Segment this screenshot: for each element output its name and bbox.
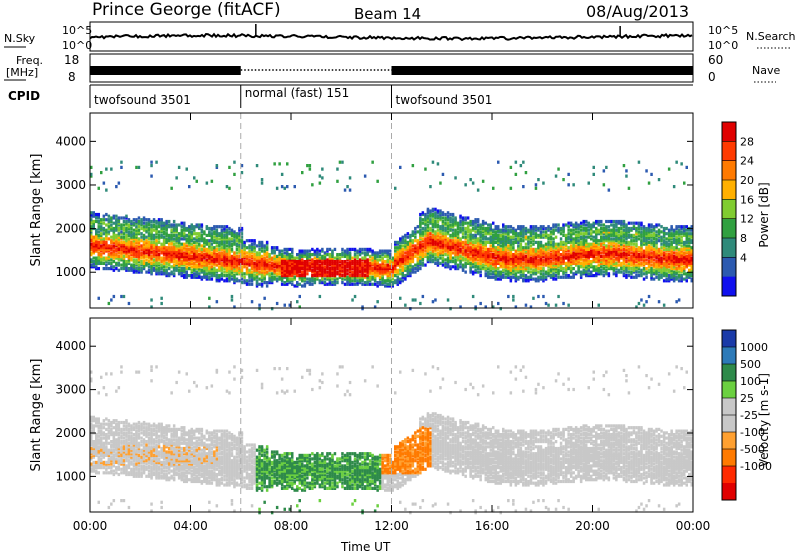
colorbar-tick-label: 8	[740, 232, 747, 245]
colorbar-tick-label: 20	[740, 174, 754, 187]
colorbar-swatch	[722, 466, 736, 484]
colorbar-tick-label: -500	[740, 443, 765, 456]
colorbar-swatch	[722, 218, 736, 239]
colorbar-tick-label: 1000	[740, 341, 768, 354]
power-panel: 1000 2000 3000 4000 Slant Range [km] 28 24 20…	[29, 112, 771, 311]
colorbar-swatch	[722, 449, 736, 467]
power-colorbar-label: Power [dB]	[757, 182, 771, 247]
colorbar-swatch	[722, 257, 736, 278]
power-data-cells	[90, 160, 693, 311]
cpid-panel: CPID twofsound 3501 normal (fast) 151 tw…	[8, 84, 693, 108]
y-tick-label: 4000	[55, 339, 86, 353]
nave-label: Nave	[752, 64, 780, 77]
colorbar-swatch	[722, 364, 736, 382]
noise-panel: N.Sky 10^5 10^0 10^5 10^0 N.Search	[4, 21, 796, 52]
colorbar-tick-label: 16	[740, 193, 754, 206]
station-title: Prince George (fitACF)	[92, 0, 281, 20]
colorbar-swatch	[722, 122, 736, 142]
x-tick-label: 04:00	[173, 519, 208, 533]
colorbar-swatch	[722, 347, 736, 365]
noise-right-label: N.Search	[746, 30, 796, 43]
cpid-segment-label: twofsound 3501	[94, 93, 191, 107]
colorbar-tick-label: -1000	[740, 460, 772, 473]
colorbar-swatch	[722, 330, 736, 348]
x-tick-label: 00:00	[676, 519, 711, 533]
velocity-colorbar: 1000 500 100 25 -25 -100 -500 -1000	[721, 329, 772, 501]
colorbar-swatch	[722, 141, 736, 162]
power-ylabel: Slant Range [km]	[29, 154, 44, 267]
noise-sky-trace	[89, 32, 693, 42]
beam-label: Beam 14	[354, 5, 421, 23]
nave-tick-top: 60	[708, 53, 723, 67]
colorbar-swatch	[722, 415, 736, 433]
freq-left-label-2: [MHz]	[6, 66, 38, 79]
colorbar-swatch	[722, 398, 736, 416]
y-tick-label: 3000	[55, 178, 86, 192]
y-tick-label: 2000	[55, 222, 86, 236]
power-colorbar: 28 24 20 16 12 8 4	[721, 121, 754, 297]
colorbar-swatch	[722, 238, 736, 258]
y-tick-label: 1000	[55, 265, 86, 279]
colorbar-tick-label: 500	[740, 358, 761, 371]
colorbar-swatch	[722, 381, 736, 399]
freq-panel: Freq. [MHz] 18 8 60 0 Nave	[4, 53, 780, 84]
cpid-segment-label: twofsound 3501	[396, 93, 493, 107]
colorbar-swatch	[722, 483, 736, 501]
velocity-data-cells	[90, 365, 693, 515]
noise-left-tick-bottom: 10^0	[62, 39, 92, 52]
freq-bar-twofsound-1	[90, 66, 241, 75]
y-tick-label: 3000	[55, 383, 86, 397]
colorbar-tick-label: 100	[740, 375, 761, 388]
y-tick-label: 1000	[55, 469, 86, 483]
colorbar-swatch	[722, 180, 736, 200]
freq-left-label-1: Freq.	[16, 54, 43, 67]
noise-right-tick-bottom: 10^0	[708, 39, 738, 52]
nave-tick-bottom: 0	[708, 70, 716, 84]
freq-tick-top: 18	[64, 53, 79, 67]
freq-tick-bottom: 8	[68, 70, 76, 84]
velocity-panel: 1000 2000 3000 4000 00:00 04:00 08:00 12:00 16:…	[29, 317, 772, 554]
colorbar-tick-label: 4	[740, 251, 747, 264]
x-axis-title: Time UT	[340, 540, 391, 554]
colorbar-tick-label: 25	[740, 392, 754, 405]
colorbar-swatch	[722, 199, 736, 220]
y-tick-label: 4000	[55, 134, 86, 148]
freq-bar-twofsound-2	[391, 66, 693, 75]
colorbar-tick-label: 12	[740, 213, 754, 226]
noise-left-label: N.Sky	[4, 32, 36, 45]
date-label: 08/Aug/2013	[586, 2, 689, 21]
colorbar-tick-label: -25	[740, 409, 758, 422]
x-tick-label: 16:00	[475, 519, 510, 533]
colorbar-tick-label: -100	[740, 426, 765, 439]
x-tick-label: 08:00	[274, 519, 309, 533]
colorbar-tick-label: 28	[740, 135, 754, 148]
velocity-colorbar-label: Velocity [m s-1]	[757, 373, 771, 467]
x-tick-label: 12:00	[374, 519, 409, 533]
colorbar-swatch	[722, 160, 736, 181]
x-tick-label: 20:00	[575, 519, 610, 533]
cpid-label: CPID	[8, 89, 40, 103]
noise-right-tick-top: 10^5	[708, 24, 738, 37]
noise-left-tick-top: 10^5	[62, 24, 92, 37]
y-tick-label: 2000	[55, 426, 86, 440]
cpid-segment-label: normal (fast) 151	[245, 86, 349, 100]
velocity-ylabel: Slant Range [km]	[29, 359, 44, 472]
x-tick-label: 00:00	[73, 519, 108, 533]
colorbar-swatch	[722, 432, 736, 450]
colorbar-swatch	[722, 276, 736, 297]
colorbar-tick-label: 24	[740, 155, 754, 168]
